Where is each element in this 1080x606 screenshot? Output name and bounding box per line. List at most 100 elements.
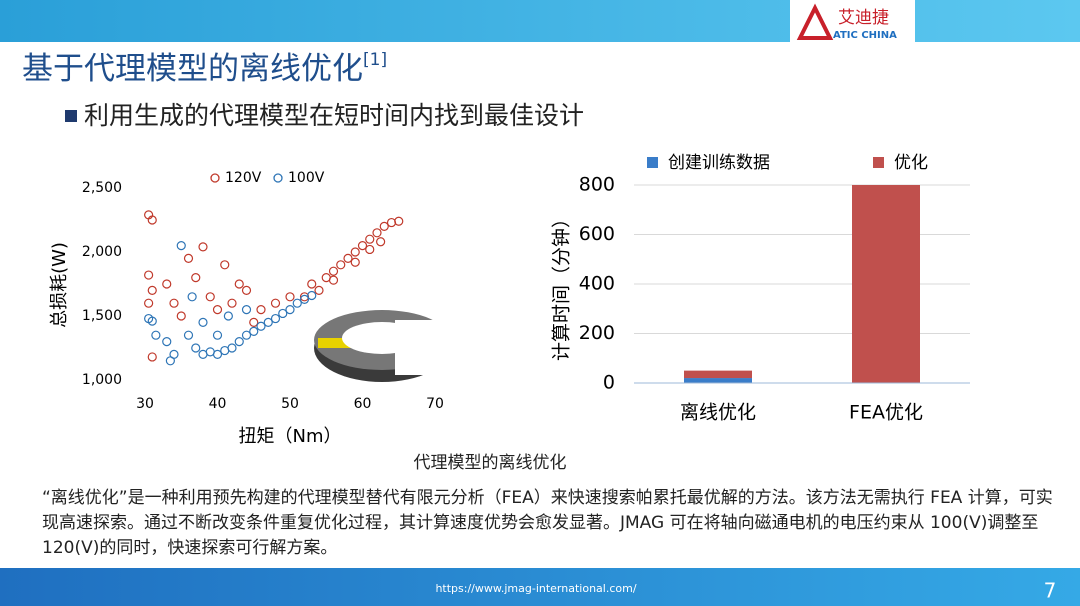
- title: 基于代理模型的离线优化[1]: [22, 50, 387, 87]
- footer-url: https://www.jmag-international.com/: [435, 582, 636, 595]
- y-tick-label: 1,000: [82, 372, 122, 388]
- point: [292, 298, 302, 308]
- footer-band: [0, 568, 1080, 606]
- paragraph: “离线优化”是一种利用预先构建的代理模型替代有限元分析（FEA）来快速搜索帕累托…: [42, 488, 1053, 558]
- point: [343, 253, 353, 263]
- y-tick-label: 600: [579, 223, 615, 245]
- point: [162, 337, 172, 347]
- point: [191, 273, 201, 283]
- point: [212, 330, 223, 340]
- point: [176, 311, 186, 321]
- point: [270, 313, 281, 324]
- point: [350, 247, 360, 257]
- legend-label: 100V: [288, 170, 325, 186]
- logo-text: 艾迪捷: [838, 8, 889, 28]
- point: [285, 292, 295, 302]
- point: [328, 275, 339, 285]
- legend-swatch: [873, 157, 884, 168]
- point: [376, 237, 386, 247]
- legend-swatch: [647, 157, 658, 168]
- legend-label: 创建训练数据: [668, 153, 770, 173]
- point: [307, 290, 317, 301]
- legend-label: 120V: [225, 170, 262, 186]
- top-banner: [0, 0, 1080, 42]
- point: [270, 298, 281, 308]
- point: [285, 305, 295, 315]
- point: [241, 305, 252, 315]
- point: [144, 270, 154, 280]
- point: [191, 343, 201, 353]
- page-number: 7: [1044, 579, 1057, 603]
- point: [183, 253, 194, 263]
- logo-icon: [796, 3, 834, 40]
- legend-label: 优化: [894, 153, 928, 173]
- point: [336, 260, 346, 270]
- point: [249, 317, 259, 327]
- y-tick-label: 2,500: [82, 180, 122, 196]
- bar: [684, 378, 752, 383]
- point: [365, 234, 375, 244]
- y-tick-label: 2,000: [82, 244, 122, 260]
- point: [176, 241, 186, 251]
- title-ref: [1]: [363, 50, 387, 70]
- point: [220, 260, 230, 270]
- y-axis-label: 总损耗(W): [49, 242, 70, 328]
- title-text: 基于代理模型的离线优化: [22, 51, 363, 87]
- point: [394, 216, 404, 226]
- point: [241, 285, 252, 295]
- point: [299, 294, 310, 304]
- bullet-icon: [65, 110, 77, 122]
- point: [379, 221, 389, 231]
- x-tick-label: 离线优化: [680, 402, 756, 424]
- point: [169, 298, 179, 308]
- x-tick-label: FEA优化: [849, 402, 923, 424]
- point: [223, 311, 233, 321]
- point: [198, 242, 208, 252]
- point: [328, 266, 339, 276]
- point: [151, 330, 161, 340]
- legend-marker: [273, 173, 283, 183]
- point: [278, 308, 288, 319]
- legend-marker: [210, 173, 220, 183]
- point: [147, 316, 157, 326]
- point: [357, 241, 368, 251]
- point: [183, 330, 194, 340]
- bar: [684, 370, 752, 379]
- point: [212, 305, 223, 315]
- point: [227, 343, 237, 353]
- y-tick-label: 800: [579, 174, 615, 196]
- point: [314, 285, 324, 295]
- y-tick-label: 400: [579, 273, 615, 295]
- bar: [852, 185, 920, 383]
- point: [212, 349, 223, 359]
- point: [147, 285, 157, 295]
- point: [386, 217, 397, 228]
- point: [198, 317, 208, 327]
- caption: 代理模型的离线优化: [414, 453, 567, 473]
- point: [147, 215, 157, 225]
- point: [241, 330, 252, 340]
- y-tick-label: 0: [603, 372, 615, 394]
- x-tick-label: 30: [136, 396, 154, 412]
- point: [144, 298, 154, 308]
- x-tick-label: 60: [354, 396, 372, 412]
- logo-sub: ATIC CHINA: [833, 30, 897, 41]
- bullet-text: 利用生成的代理模型在短时间内找到最佳设计: [84, 101, 584, 130]
- y-axis-label: 计算时间（分钟）: [551, 209, 573, 361]
- point: [162, 279, 172, 289]
- x-axis-label: 扭矩（Nm）: [239, 426, 342, 447]
- point: [256, 305, 266, 315]
- point: [234, 337, 244, 347]
- point: [205, 292, 215, 302]
- point: [165, 356, 175, 366]
- x-tick-label: 70: [426, 396, 444, 412]
- point: [227, 298, 237, 308]
- logo-box: [790, 0, 915, 42]
- point: [263, 317, 273, 327]
- motor-illustration: [314, 310, 455, 382]
- point: [350, 257, 360, 267]
- point: [187, 292, 197, 302]
- point: [307, 279, 317, 289]
- y-tick-label: 200: [579, 322, 615, 344]
